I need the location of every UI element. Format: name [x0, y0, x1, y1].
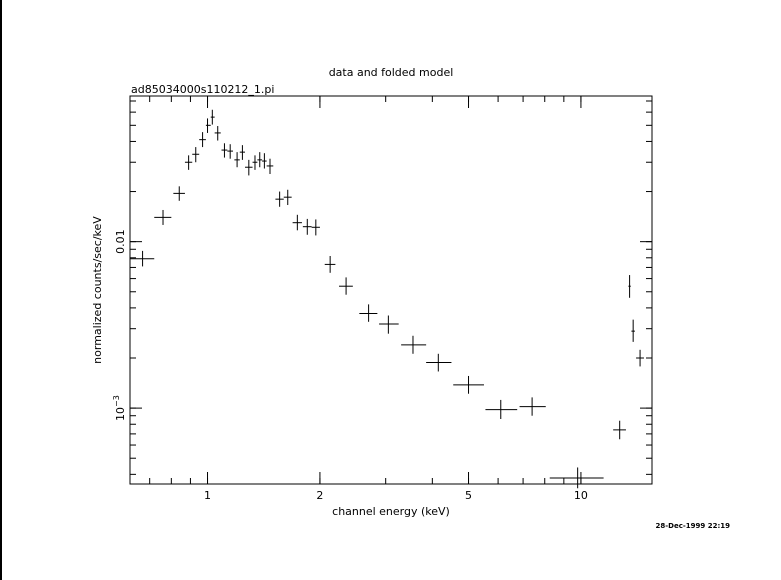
data-point [173, 186, 185, 201]
timestamp: 28-Dec-1999 22:19 [656, 522, 731, 530]
data-point [221, 143, 228, 158]
plot-frame [129, 95, 653, 485]
data-point [631, 319, 635, 342]
x-tick-label: 10 [574, 489, 588, 502]
data-point [485, 399, 518, 420]
y-tick-label: 10−3 [112, 395, 127, 421]
tick-labels: 1 2 5 10 0.01 10−3 [112, 229, 588, 502]
data-point [379, 315, 399, 334]
data-point [199, 132, 206, 148]
data-point [245, 159, 253, 176]
data-point [628, 275, 631, 298]
data-point [262, 153, 267, 169]
data-point [130, 250, 155, 267]
data-point [453, 375, 484, 394]
x-tick-label: 5 [465, 489, 472, 502]
data-point [283, 189, 292, 206]
data-point [154, 209, 172, 225]
x-tick-label: 1 [204, 489, 211, 502]
left-border-line [0, 0, 2, 580]
y-axis-label: normalized counts/sec/keV [91, 216, 104, 364]
minor-ticks [130, 96, 652, 484]
data-point [205, 118, 211, 133]
data-point [613, 420, 626, 440]
data-point [339, 277, 353, 295]
data-point [324, 256, 336, 273]
x-tick-label: 2 [316, 489, 323, 502]
data-points [130, 109, 644, 489]
major-ticks [130, 96, 652, 484]
data-point [359, 304, 378, 322]
data-point [227, 144, 233, 159]
data-point [549, 467, 604, 489]
data-point [519, 397, 546, 416]
data-point [275, 191, 284, 207]
data-point [234, 152, 240, 168]
data-point [192, 147, 200, 163]
y-tick-label: 0.01 [114, 229, 127, 254]
x-axis-label: channel energy (keV) [332, 505, 450, 518]
data-point [239, 145, 246, 160]
data-point [266, 158, 274, 174]
data-point [311, 219, 320, 236]
data-point [401, 335, 427, 354]
data-point [292, 214, 302, 231]
data-point [184, 155, 193, 170]
data-point [636, 349, 644, 367]
chart-title: data and folded model [329, 66, 454, 79]
chart-subtitle: ad85034000s110212_1.pi [131, 83, 274, 96]
data-point [257, 152, 263, 168]
data-point [426, 353, 452, 372]
data-point [210, 109, 215, 125]
y-tick-exponent: −3 [112, 395, 121, 407]
data-point [302, 218, 312, 235]
data-point [252, 155, 258, 170]
data-point [214, 126, 221, 141]
